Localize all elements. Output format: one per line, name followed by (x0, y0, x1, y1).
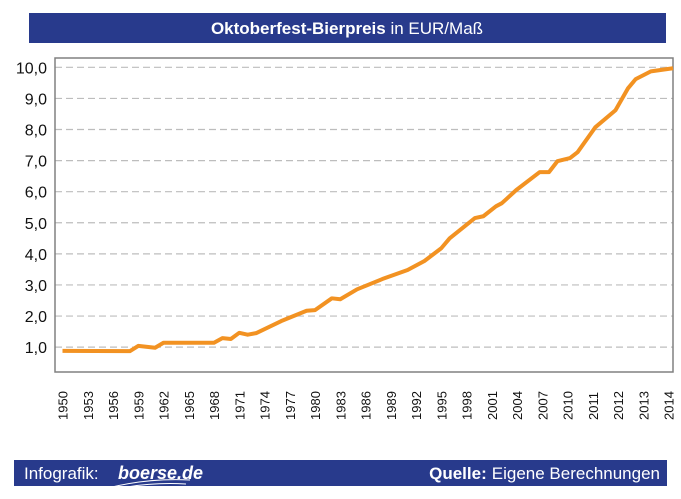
x-tick-label: 2012 (611, 391, 626, 420)
x-tick-label: 2014 (662, 391, 677, 420)
x-tick-label: 1956 (106, 391, 121, 420)
x-tick-label: 1980 (308, 391, 323, 420)
x-tick-label: 1998 (460, 391, 475, 420)
boerse-logo: boerse.de (111, 463, 203, 490)
x-tick-label: 1989 (384, 391, 399, 420)
x-tick-label: 1992 (409, 391, 424, 420)
price-line (62, 66, 674, 354)
y-tick-label: 7,0 (25, 154, 47, 171)
y-tick-label: 1,0 (25, 340, 47, 357)
x-tick-label: 2013 (636, 391, 651, 420)
y-tick-label: 3,0 (25, 278, 47, 295)
y-tick-label: 5,0 (25, 216, 47, 233)
x-tick-label: 1983 (333, 391, 348, 420)
title-banner (29, 13, 666, 43)
y-tick-label: 9,0 (25, 91, 47, 108)
plot-frame (54, 57, 674, 373)
x-tick-label: 1974 (258, 391, 273, 420)
y-tick-label: 8,0 (25, 123, 47, 140)
title-unit: in EUR/Maß (386, 19, 483, 38)
footer-banner (14, 460, 667, 486)
series-layer (62, 66, 674, 354)
source-label: Quelle: (429, 464, 487, 483)
x-tick-label: 1971 (232, 391, 247, 420)
x-tick-label: 2007 (535, 391, 550, 420)
gridlines (55, 66, 673, 348)
x-tick-label: 2010 (561, 391, 576, 420)
x-tick-label: 1986 (359, 391, 374, 420)
x-tick-label: 2001 (485, 391, 500, 420)
x-tick-label: 1995 (434, 391, 449, 420)
y-axis-labels: 1,0 2,0 3,0 4,0 5,0 6,0 7,0 8,0 9,0 10,0 (16, 60, 47, 357)
x-tick-label: 1953 (81, 391, 96, 420)
chart-title: Oktoberfest-Bierpreis in EUR/Maß (211, 19, 483, 38)
x-tick-label: 1965 (182, 391, 197, 420)
x-tick-label: 1950 (56, 391, 71, 420)
x-axis-labels: 1950 1953 1956 1959 1962 1965 1968 1971 1974 1977… (56, 391, 677, 420)
y-tick-label: 2,0 (25, 309, 47, 326)
y-tick-label: 10,0 (16, 60, 47, 77)
y-tick-label: 6,0 (25, 185, 47, 202)
source-value: Eigene Berechnungen (492, 464, 660, 483)
x-tick-label: 1962 (157, 391, 172, 420)
x-tick-label: 2011 (586, 392, 601, 420)
x-tick-label: 1959 (131, 391, 146, 420)
x-tick-label: 2004 (510, 391, 525, 420)
source-text: Quelle: Eigene Berechnungen (429, 464, 660, 483)
x-tick-label: 1977 (283, 391, 298, 420)
infografik-label: Infografik: (24, 464, 99, 483)
title-bold: Oktoberfest-Bierpreis (211, 19, 386, 38)
x-tick-label: 1968 (207, 391, 222, 420)
logo-text: boerse.de (118, 463, 203, 483)
y-tick-label: 4,0 (25, 247, 47, 264)
